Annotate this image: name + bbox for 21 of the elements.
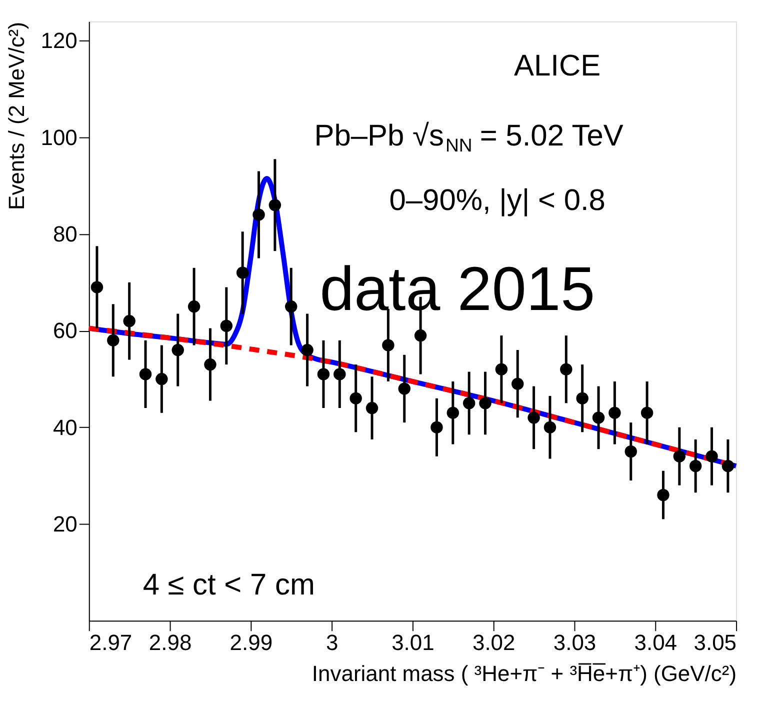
y-tick-label: 60 [52, 318, 78, 344]
x-tick-label: 3.05 [694, 630, 737, 656]
y-tick-label: 120 [40, 28, 78, 54]
x-tick-label: 3.02 [472, 630, 516, 656]
annotation: 0–90%, |y| < 0.8 [389, 184, 606, 218]
x-tick-label: 3 [326, 630, 338, 656]
y-tick-label: 20 [52, 511, 78, 536]
x-tick-label: 3.01 [392, 630, 434, 656]
annotation: 4 ≤ ct < 7 cm [142, 568, 315, 602]
x-axis-title: Invariant mass ( ³He+π⁻ + ³H̅e̅+π⁺) (GeV/c²) [312, 661, 737, 686]
x-tick-label: 2.98 [148, 630, 192, 656]
y-tick-label: 80 [52, 222, 78, 247]
y-tick-label: 100 [40, 124, 78, 150]
x-tick-label: 2.99 [230, 630, 273, 656]
y-tick-label: 40 [52, 414, 78, 440]
x-tick-label: 3.04 [634, 630, 678, 656]
x-tick-label: 3.03 [553, 630, 596, 656]
annotation: data 2015 [320, 255, 596, 324]
y-axis-title: Events / (2 MeV/c²) [4, 22, 29, 210]
annotation: ALICE [514, 49, 601, 82]
x-tick-label: 2.97 [89, 630, 132, 656]
